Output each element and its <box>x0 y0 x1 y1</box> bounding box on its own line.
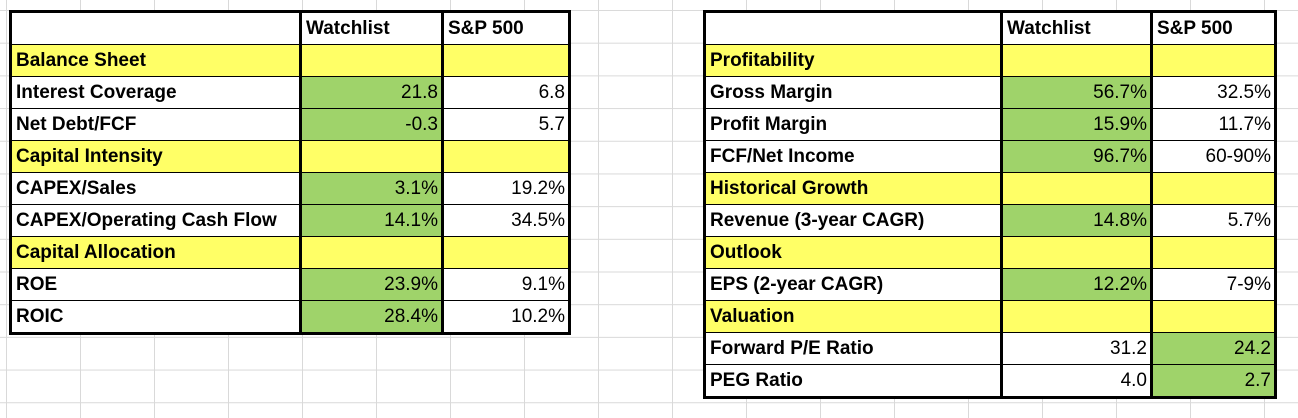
section-empty-cell[interactable] <box>300 140 444 173</box>
table-row: EPS (2-year CAGR) 12.2% 7-9% <box>704 268 1276 301</box>
metric-label-cell[interactable]: FCF/Net Income <box>704 140 1003 173</box>
metric-label-cell[interactable]: Interest Coverage <box>10 76 302 109</box>
right-comparison-table: Watchlist S&P 500 Profitability Gross Margi… <box>703 10 1277 399</box>
section-empty-cell[interactable] <box>1151 172 1276 205</box>
sp500-value-cell[interactable]: 9.1% <box>442 268 570 301</box>
section-row: Balance Sheet <box>10 44 570 77</box>
header-cell-metric[interactable] <box>704 11 1003 45</box>
table-row: FCF/Net Income 96.7% 60-90% <box>704 140 1276 173</box>
metric-label-cell[interactable]: CAPEX/Sales <box>10 172 302 205</box>
watchlist-value-cell[interactable]: 15.9% <box>1001 108 1153 141</box>
section-label-cell[interactable]: Outlook <box>704 236 1003 269</box>
section-label-cell[interactable]: Capital Intensity <box>10 140 302 173</box>
watchlist-value-cell[interactable]: 3.1% <box>300 172 444 205</box>
sp500-value-cell[interactable]: 2.7 <box>1151 364 1276 398</box>
left-comparison-table-wrap: Watchlist S&P 500 Balance Sheet Interest Co… <box>9 10 571 335</box>
section-empty-cell[interactable] <box>442 140 570 173</box>
table-row: Interest Coverage 21.8 6.8 <box>10 76 570 109</box>
section-label-cell[interactable]: Profitability <box>704 44 1003 77</box>
watchlist-value-cell[interactable]: 23.9% <box>300 268 444 301</box>
section-row: Historical Growth <box>704 172 1276 205</box>
table-row: Revenue (3-year CAGR) 14.8% 5.7% <box>704 204 1276 237</box>
watchlist-value-cell[interactable]: 12.2% <box>1001 268 1153 301</box>
section-row: Valuation <box>704 300 1276 333</box>
table-row: Forward P/E Ratio 31.2 24.2 <box>704 332 1276 365</box>
sp500-value-cell[interactable]: 5.7% <box>1151 204 1276 237</box>
metric-label-cell[interactable]: CAPEX/Operating Cash Flow <box>10 204 302 237</box>
watchlist-value-cell[interactable]: 14.8% <box>1001 204 1153 237</box>
watchlist-value-cell[interactable]: 96.7% <box>1001 140 1153 173</box>
metric-label-cell[interactable]: Net Debt/FCF <box>10 108 302 141</box>
metric-label-cell[interactable]: Gross Margin <box>704 76 1003 109</box>
sp500-value-cell[interactable]: 11.7% <box>1151 108 1276 141</box>
header-cell-sp500[interactable]: S&P 500 <box>442 11 570 45</box>
sp500-value-cell[interactable]: 6.8 <box>442 76 570 109</box>
metric-label-cell[interactable]: PEG Ratio <box>704 364 1003 398</box>
watchlist-value-cell[interactable]: 28.4% <box>300 300 444 334</box>
section-empty-cell[interactable] <box>300 236 444 269</box>
metric-label-cell[interactable]: ROE <box>10 268 302 301</box>
sp500-value-cell[interactable]: 60-90% <box>1151 140 1276 173</box>
table-row: CAPEX/Sales 3.1% 19.2% <box>10 172 570 205</box>
section-empty-cell[interactable] <box>1151 300 1276 333</box>
metric-label-cell[interactable]: ROIC <box>10 300 302 334</box>
right-comparison-table-wrap: Watchlist S&P 500 Profitability Gross Margi… <box>703 10 1277 399</box>
metric-label-cell[interactable]: Profit Margin <box>704 108 1003 141</box>
table-row: ROE 23.9% 9.1% <box>10 268 570 301</box>
watchlist-value-cell[interactable]: 4.0 <box>1001 364 1153 398</box>
section-label-cell[interactable]: Valuation <box>704 300 1003 333</box>
table-row: Profit Margin 15.9% 11.7% <box>704 108 1276 141</box>
sp500-value-cell[interactable]: 19.2% <box>442 172 570 205</box>
watchlist-value-cell[interactable]: 21.8 <box>300 76 444 109</box>
section-empty-cell[interactable] <box>300 44 444 77</box>
metric-label-cell[interactable]: EPS (2-year CAGR) <box>704 268 1003 301</box>
section-empty-cell[interactable] <box>1001 236 1153 269</box>
header-cell-watchlist[interactable]: Watchlist <box>1001 11 1153 45</box>
sp500-value-cell[interactable]: 34.5% <box>442 204 570 237</box>
section-empty-cell[interactable] <box>1151 236 1276 269</box>
sp500-value-cell[interactable]: 5.7 <box>442 108 570 141</box>
header-cell-metric[interactable] <box>10 11 302 45</box>
right-header-row: Watchlist S&P 500 <box>704 11 1276 45</box>
section-label-cell[interactable]: Historical Growth <box>704 172 1003 205</box>
section-empty-cell[interactable] <box>442 236 570 269</box>
watchlist-value-cell[interactable]: 56.7% <box>1001 76 1153 109</box>
watchlist-value-cell[interactable]: 31.2 <box>1001 332 1153 365</box>
header-cell-watchlist[interactable]: Watchlist <box>300 11 444 45</box>
section-label-cell[interactable]: Capital Allocation <box>10 236 302 269</box>
watchlist-value-cell[interactable]: -0.3 <box>300 108 444 141</box>
sp500-value-cell[interactable]: 7-9% <box>1151 268 1276 301</box>
left-header-row: Watchlist S&P 500 <box>10 11 570 45</box>
metric-label-cell[interactable]: Forward P/E Ratio <box>704 332 1003 365</box>
section-row: Outlook <box>704 236 1276 269</box>
section-empty-cell[interactable] <box>1151 44 1276 77</box>
section-row: Capital Intensity <box>10 140 570 173</box>
section-empty-cell[interactable] <box>1001 300 1153 333</box>
section-row: Profitability <box>704 44 1276 77</box>
sp500-value-cell[interactable]: 10.2% <box>442 300 570 334</box>
section-row: Capital Allocation <box>10 236 570 269</box>
section-empty-cell[interactable] <box>1001 172 1153 205</box>
table-row: CAPEX/Operating Cash Flow 14.1% 34.5% <box>10 204 570 237</box>
table-row: Net Debt/FCF -0.3 5.7 <box>10 108 570 141</box>
header-cell-sp500[interactable]: S&P 500 <box>1151 11 1276 45</box>
left-comparison-table: Watchlist S&P 500 Balance Sheet Interest Co… <box>9 10 571 335</box>
sp500-value-cell[interactable]: 24.2 <box>1151 332 1276 365</box>
table-row: ROIC 28.4% 10.2% <box>10 300 570 334</box>
table-row: Gross Margin 56.7% 32.5% <box>704 76 1276 109</box>
section-label-cell[interactable]: Balance Sheet <box>10 44 302 77</box>
section-empty-cell[interactable] <box>442 44 570 77</box>
sp500-value-cell[interactable]: 32.5% <box>1151 76 1276 109</box>
table-row: PEG Ratio 4.0 2.7 <box>704 364 1276 398</box>
metric-label-cell[interactable]: Revenue (3-year CAGR) <box>704 204 1003 237</box>
section-empty-cell[interactable] <box>1001 44 1153 77</box>
watchlist-value-cell[interactable]: 14.1% <box>300 204 444 237</box>
